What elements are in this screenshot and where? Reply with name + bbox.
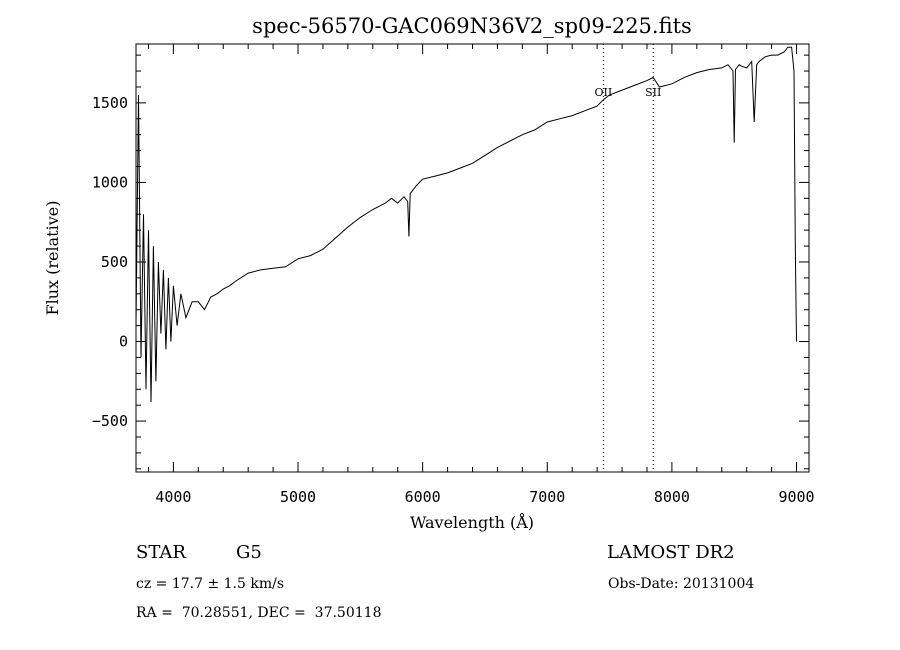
line-markers bbox=[602, 44, 654, 472]
line-annotation-label: OII bbox=[595, 86, 613, 99]
spectrum-series bbox=[135, 46, 797, 403]
x-tick-label: 5000 bbox=[280, 488, 316, 506]
line-annotations: OII SII bbox=[595, 86, 662, 99]
x-tick-label: 4000 bbox=[155, 488, 191, 506]
x-axis-label: Wavelength (Å) bbox=[410, 512, 534, 532]
x-tick-label: 9000 bbox=[778, 488, 814, 506]
line-annotation-label: SII bbox=[645, 86, 661, 99]
y-tick-label: −500 bbox=[92, 412, 128, 430]
axis-ticks: 4000 5000 6000 7000 8000 9000 −500 0 500 1000 1500 bbox=[92, 44, 815, 506]
y-tick-label: 0 bbox=[119, 333, 128, 351]
plot-frame bbox=[135, 43, 810, 473]
x-tick-label: 8000 bbox=[654, 488, 690, 506]
obs-date-text: Obs-Date: 20131004 bbox=[608, 576, 755, 592]
object-class: STAR bbox=[136, 542, 186, 563]
y-tick-label: 500 bbox=[101, 253, 128, 271]
chart-title: spec-56570-GAC069N36V2_sp09-225.fits bbox=[252, 14, 692, 38]
y-tick-label: 1500 bbox=[92, 94, 128, 112]
redshift-text: cz = 17.7 ± 1.5 km/s bbox=[136, 576, 285, 592]
object-subclass: G5 bbox=[236, 542, 262, 563]
y-tick-label: 1000 bbox=[92, 173, 128, 191]
x-tick-label: 7000 bbox=[529, 488, 565, 506]
spectrum-line bbox=[135, 46, 797, 403]
x-tick-label: 6000 bbox=[405, 488, 441, 506]
y-axis-label: Flux (relative) bbox=[43, 201, 62, 316]
survey-name: LAMOST DR2 bbox=[607, 542, 735, 563]
coordinates-text: RA = 70.28551, DEC = 37.50118 bbox=[136, 605, 382, 621]
